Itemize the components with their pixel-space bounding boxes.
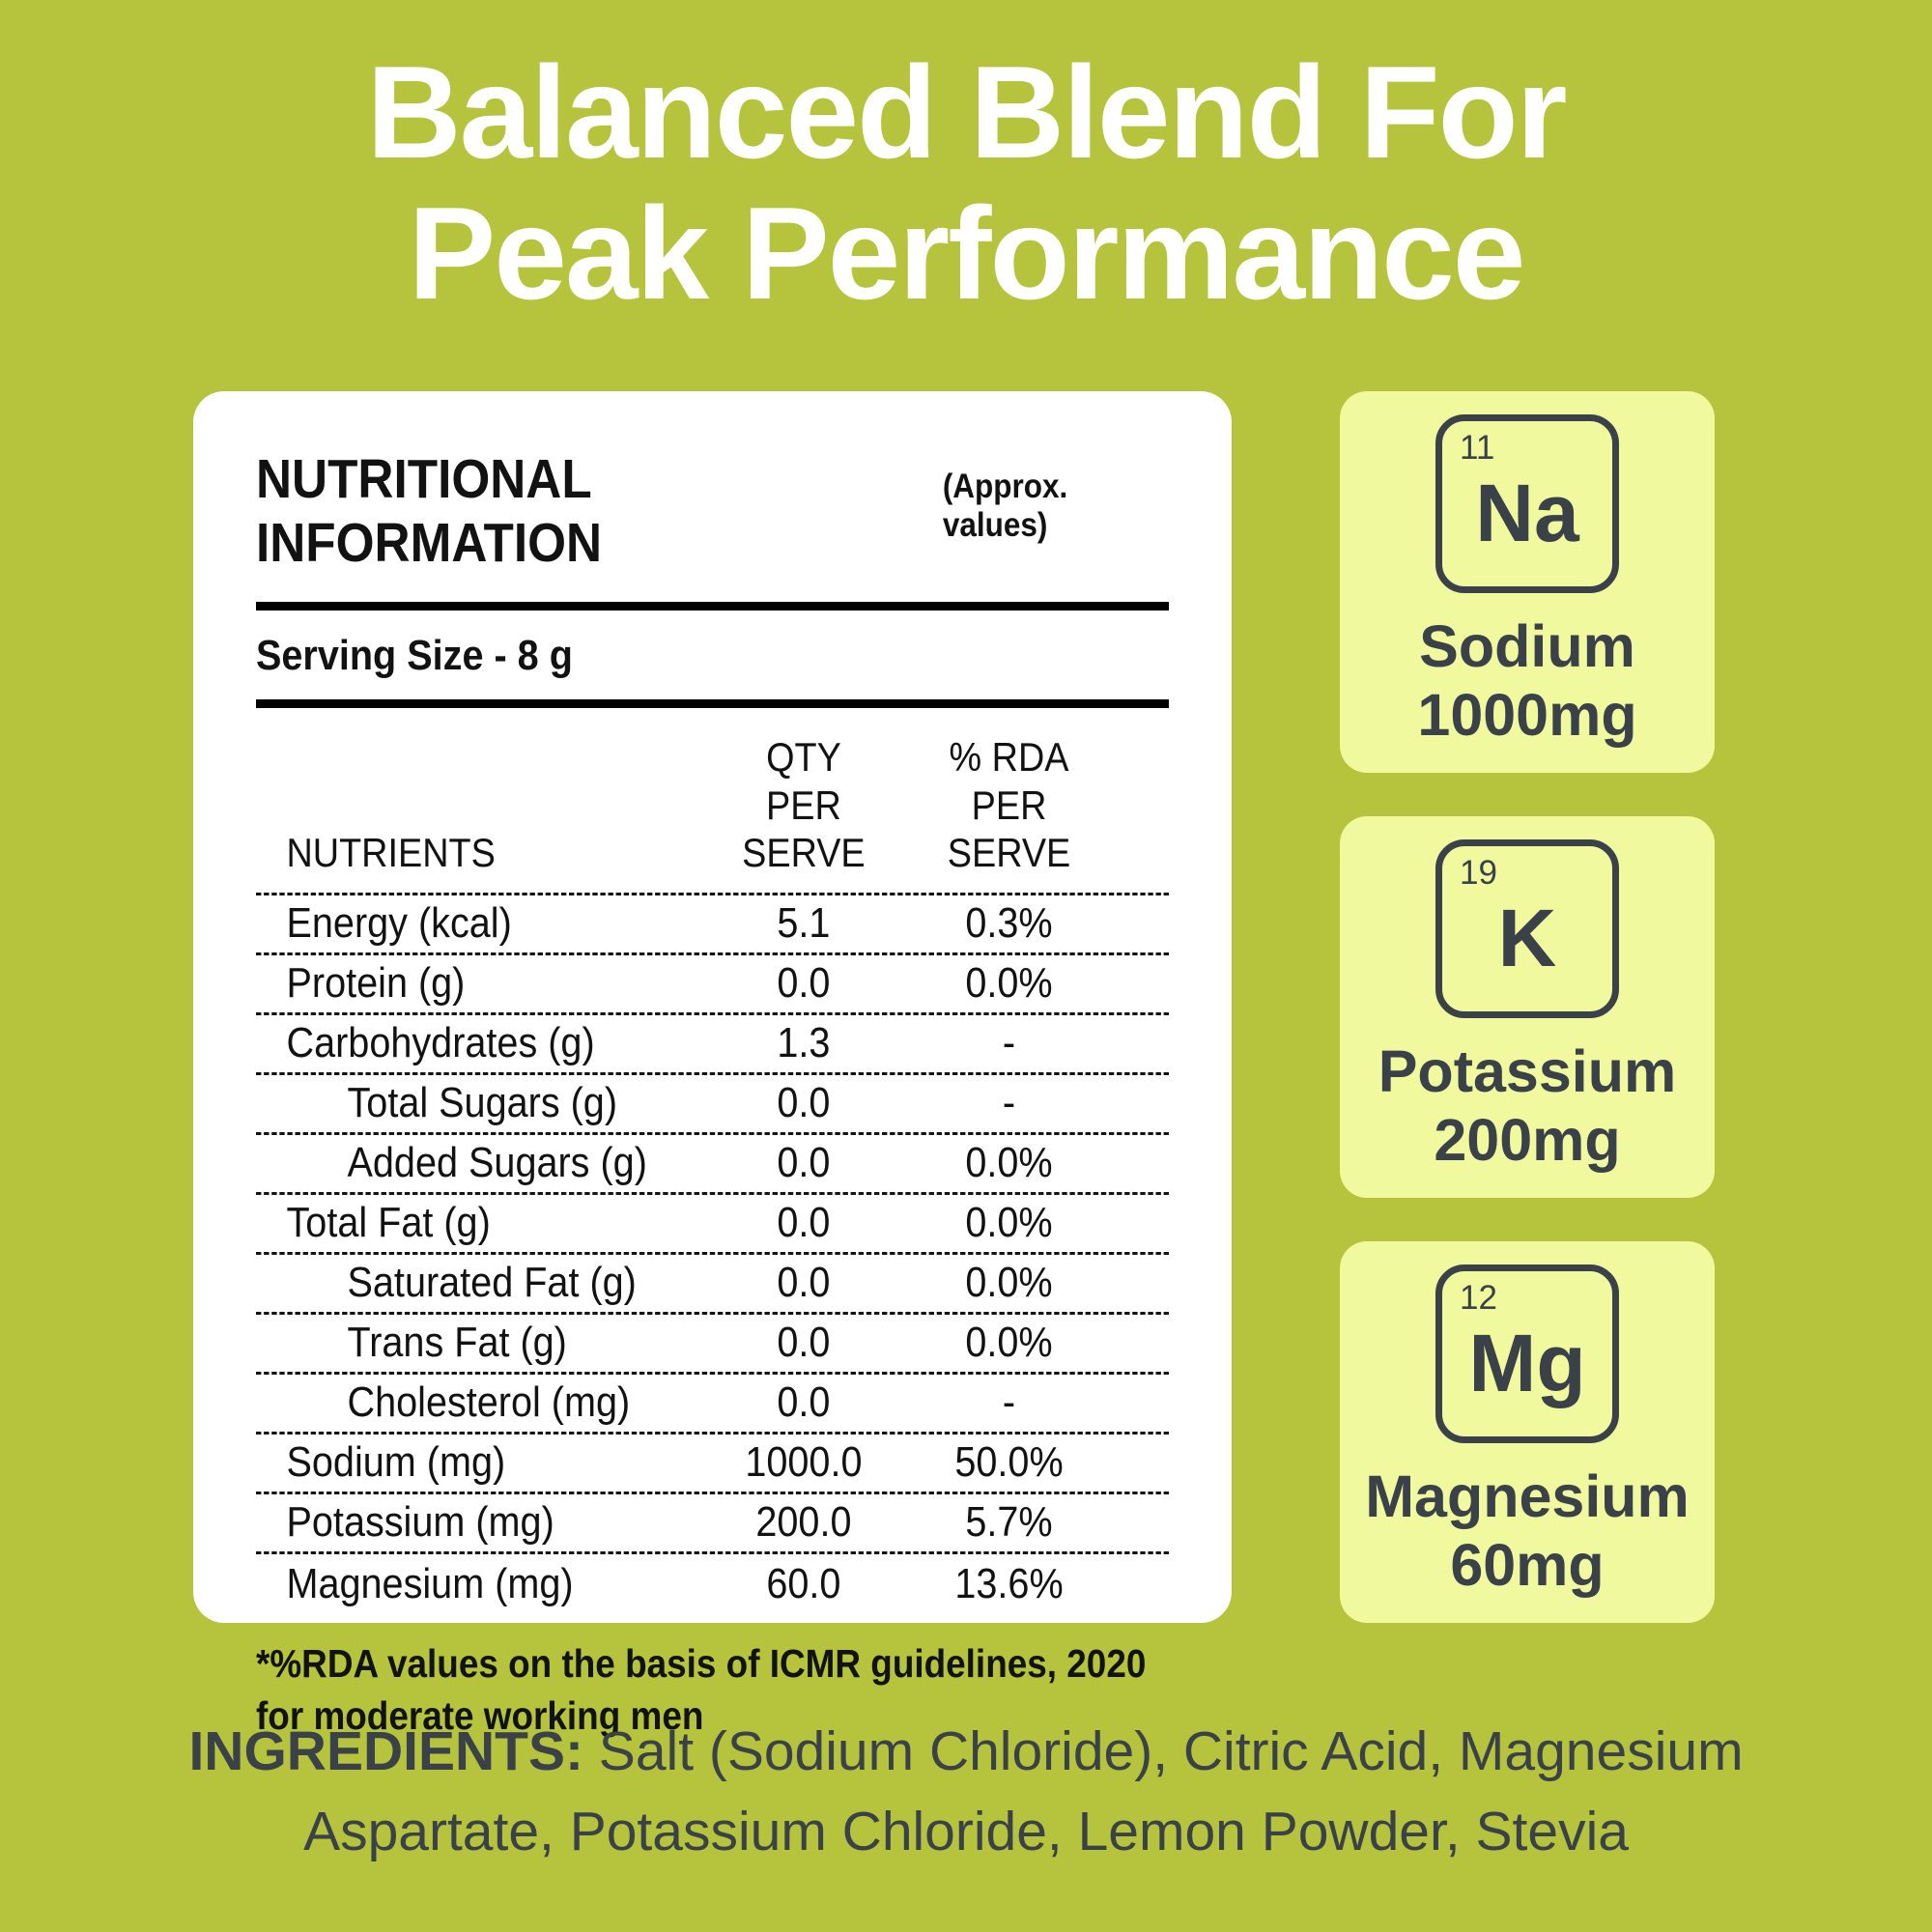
page-title-line1: Balanced Blend For bbox=[366, 39, 1567, 185]
table-row: Sodium (mg) 1000.0 50.0% bbox=[256, 1435, 1169, 1494]
table-row: Total Sugars (g) 0.0 - bbox=[256, 1075, 1169, 1135]
ingredients-label: INGREDIENTS: bbox=[188, 1720, 583, 1782]
table-row: Potassium (mg) 200.0 5.7% bbox=[256, 1494, 1169, 1554]
nutrition-table-header: NUTRITIONAL INFORMATION (Approx. values) bbox=[256, 447, 1169, 575]
atomic-number: 19 bbox=[1460, 854, 1497, 893]
table-body: Energy (kcal) 5.1 0.3% Protein (g) 0.0 0… bbox=[256, 895, 1169, 1614]
nutrition-table-subtitle: (Approx. values) bbox=[942, 468, 1068, 544]
nutrition-table-title: NUTRITIONAL INFORMATION bbox=[256, 448, 603, 574]
table-row: Added Sugars (g) 0.0 0.0% bbox=[256, 1135, 1169, 1195]
page-title: Balanced Blend For Peak Performance bbox=[0, 39, 1932, 327]
periodic-tile: 19 K bbox=[1435, 839, 1619, 1019]
table-row: Cholesterol (mg) 0.0 - bbox=[256, 1375, 1169, 1435]
ingredients-text: INGREDIENTS: Salt (Sodium Chloride), Cit… bbox=[0, 1712, 1932, 1871]
element-name: Sodium bbox=[1419, 613, 1635, 680]
table-row: Energy (kcal) 5.1 0.3% bbox=[256, 895, 1169, 955]
element-name: Magnesium bbox=[1365, 1463, 1690, 1530]
element-card-magnesium: 12 Mg Magnesium 60mg bbox=[1340, 1241, 1715, 1623]
column-header-nutrients: NUTRIENTS bbox=[286, 830, 496, 876]
element-card-sodium: 11 Na Sodium 1000mg bbox=[1340, 391, 1715, 773]
column-header-qty-per-serve: QTY PER SERVE bbox=[742, 734, 866, 876]
element-amount: 200mg bbox=[1434, 1107, 1621, 1173]
element-symbol: Na bbox=[1475, 468, 1579, 559]
periodic-tile: 11 Na bbox=[1435, 414, 1619, 594]
element-symbol: K bbox=[1497, 893, 1557, 984]
element-symbol: Mg bbox=[1468, 1318, 1586, 1409]
periodic-tile: 12 Mg bbox=[1435, 1264, 1619, 1444]
element-amount: 60mg bbox=[1450, 1532, 1605, 1598]
nutrition-facts-card: NUTRITIONAL INFORMATION (Approx. values)… bbox=[193, 391, 1232, 1738]
ingredients-line1: INGREDIENTS: Salt (Sodium Chloride), Cit… bbox=[188, 1720, 1744, 1782]
table-row: Trans Fat (g) 0.0 0.0% bbox=[256, 1315, 1169, 1375]
divider-thick-top bbox=[256, 602, 1169, 611]
table-row: Saturated Fat (g) 0.0 0.0% bbox=[256, 1255, 1169, 1315]
rda-footnote: *%RDA values on the basis of ICMR guidel… bbox=[256, 1640, 1147, 1738]
table-column-headers: NUTRIENTS QTY PER SERVE % RDA PER SERVE bbox=[256, 708, 1169, 895]
table-row: Protein (g) 0.0 0.0% bbox=[256, 955, 1169, 1015]
atomic-number: 12 bbox=[1460, 1279, 1497, 1318]
serving-size: Serving Size - 8 g bbox=[256, 632, 573, 679]
element-amount: 1000mg bbox=[1417, 682, 1637, 748]
atomic-number: 11 bbox=[1460, 429, 1495, 468]
divider-thick-bottom bbox=[256, 699, 1169, 708]
element-card-potassium: 19 K Potassium 200mg bbox=[1340, 816, 1715, 1198]
column-header-rda-per-serve: % RDA PER SERVE bbox=[947, 734, 1071, 876]
table-row: Magnesium (mg) 60.0 13.6% bbox=[286, 1559, 1064, 1607]
table-row: Total Fat (g) 0.0 0.0% bbox=[256, 1195, 1169, 1255]
ingredients-line2: Aspartate, Potassium Chloride, Lemon Pow… bbox=[303, 1800, 1629, 1862]
element-cards-column: 11 Na Sodium 1000mg 19 K Potassium 200mg… bbox=[1340, 391, 1715, 1623]
table-row: Carbohydrates (g) 1.3 - bbox=[256, 1015, 1169, 1075]
element-name: Potassium bbox=[1378, 1038, 1677, 1105]
page-title-line2: Peak Performance bbox=[408, 179, 1526, 327]
